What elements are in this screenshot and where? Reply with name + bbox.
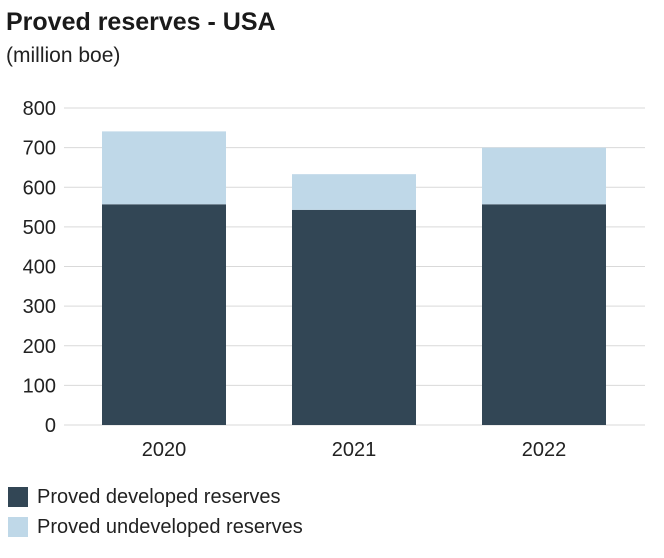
legend-label-developed: Proved developed reserves (37, 485, 281, 508)
y-tick-label: 100 (23, 375, 56, 397)
bar-2020-developed (102, 204, 226, 425)
legend-label-undeveloped: Proved undeveloped reserves (37, 515, 303, 538)
bar-2022-undeveloped (482, 147, 606, 205)
legend-item-undeveloped: Proved undeveloped reserves (8, 512, 303, 542)
legend-item-developed: Proved developed reserves (8, 482, 303, 512)
bar-2022-developed (482, 204, 606, 425)
chart-title: Proved reserves - USA (6, 8, 276, 36)
legend-swatch-undeveloped (8, 517, 28, 537)
chart-subtitle: (million boe) (6, 44, 121, 67)
bar-chart: 0 100 200 300 400 500 600 700 800 2020 2021 2022 (23, 98, 645, 461)
y-tick-label: 300 (23, 296, 56, 318)
x-tick-label: 2021 (332, 439, 377, 461)
y-tick-label: 500 (23, 217, 56, 239)
x-tick-label: 2022 (522, 439, 567, 461)
y-tick-label: 800 (23, 98, 56, 120)
y-tick-label: 0 (45, 415, 56, 437)
y-axis-ticks: 0 100 200 300 400 500 600 700 800 (23, 98, 56, 437)
y-tick-label: 600 (23, 177, 56, 199)
bar-2021-developed (292, 209, 416, 425)
y-tick-label: 200 (23, 336, 56, 358)
legend: Proved developed reserves Proved undevel… (8, 482, 303, 542)
legend-swatch-developed (8, 487, 28, 507)
bars (102, 131, 606, 425)
y-tick-label: 700 (23, 138, 56, 160)
bar-2020-undeveloped (102, 131, 226, 205)
y-tick-label: 400 (23, 257, 56, 279)
x-axis-ticks: 2020 2021 2022 (142, 439, 567, 461)
x-tick-label: 2020 (142, 439, 187, 461)
bar-2021-undeveloped (292, 174, 416, 210)
